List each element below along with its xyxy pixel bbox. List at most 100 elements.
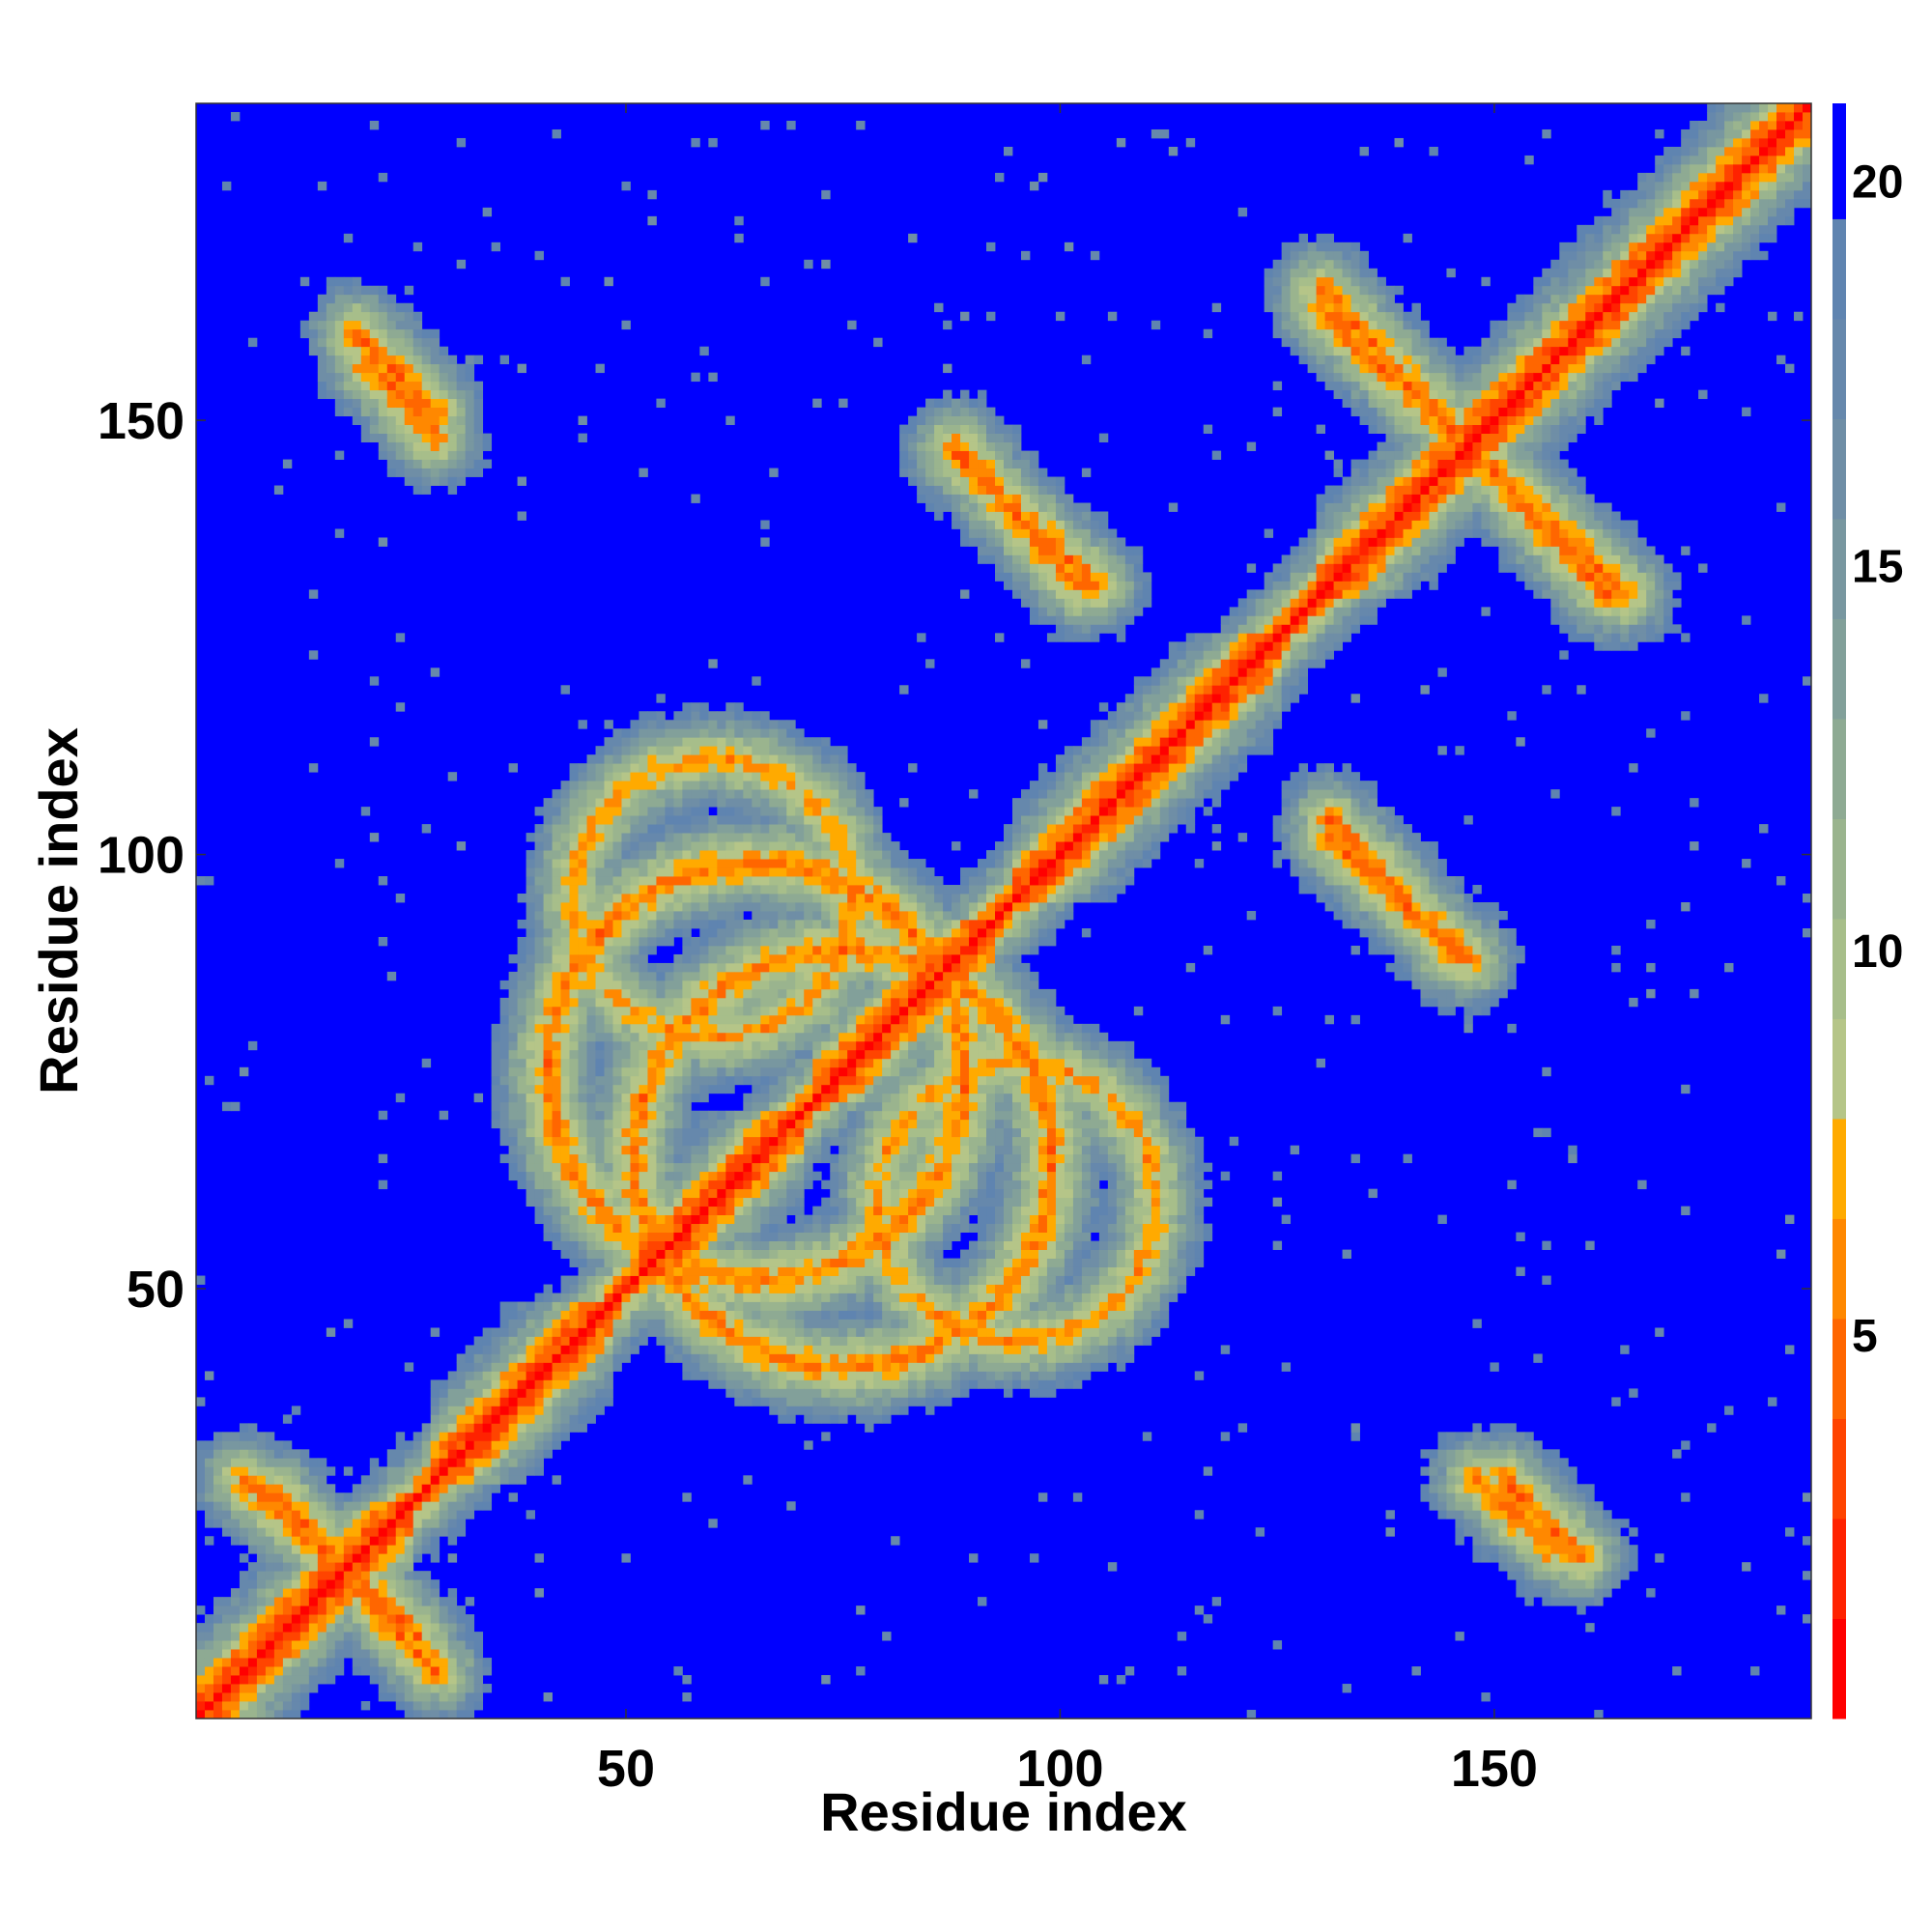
- heatmap-cell: [795, 1397, 805, 1406]
- heatmap-cell: [604, 815, 613, 825]
- heatmap-cell: [752, 1162, 761, 1173]
- heatmap-cell: [812, 1293, 822, 1302]
- heatmap-cell: [778, 781, 787, 790]
- heatmap-cell: [647, 911, 657, 921]
- heatmap-cell: [213, 1449, 223, 1459]
- heatmap-cell: [830, 953, 839, 964]
- heatmap-cell: [265, 1492, 275, 1502]
- heatmap-cell: [578, 1032, 587, 1042]
- heatmap-cell: [552, 988, 561, 999]
- heatmap-cell: [769, 781, 779, 790]
- heatmap-cell: [708, 754, 718, 764]
- heatmap-cell: [682, 988, 692, 999]
- heatmap-cell: [473, 1093, 484, 1103]
- heatmap-cell: [621, 859, 631, 868]
- heatmap-cell: [517, 476, 526, 486]
- heatmap-cell: [865, 988, 874, 999]
- heatmap-cell: [665, 1127, 674, 1138]
- heatmap-cell: [482, 1666, 493, 1676]
- heatmap-cell: [856, 772, 866, 781]
- heatmap-cell: [569, 1023, 579, 1034]
- heatmap-cell: [578, 971, 587, 981]
- heatmap-cell: [725, 1388, 735, 1398]
- heatmap-cell: [204, 1710, 214, 1719]
- heatmap-cell: [899, 894, 909, 903]
- heatmap-cell: [769, 1388, 779, 1398]
- heatmap-cell: [821, 815, 831, 825]
- heatmap-cell: [743, 1101, 753, 1112]
- heatmap-cell: [725, 1075, 735, 1086]
- heatmap-cell: [465, 1684, 475, 1693]
- heatmap-cell: [873, 1284, 883, 1293]
- heatmap-cell: [526, 936, 535, 947]
- heatmap-cell: [752, 1310, 761, 1320]
- heatmap-cell: [752, 1153, 761, 1164]
- heatmap-cell: [543, 1336, 553, 1346]
- heatmap-cell: [439, 1492, 449, 1502]
- heatmap-cell: [830, 1353, 839, 1363]
- heatmap-cell: [899, 1075, 909, 1086]
- heatmap-cell: [682, 1223, 692, 1233]
- heatmap-cell: [873, 945, 883, 955]
- heatmap-cell: [447, 1632, 458, 1641]
- heatmap-cell: [352, 1640, 362, 1650]
- heatmap-cell: [465, 450, 475, 460]
- heatmap-cell: [734, 1214, 744, 1225]
- heatmap-cell: [865, 1153, 874, 1164]
- heatmap-cell: [865, 1145, 874, 1155]
- heatmap-cell: [682, 997, 692, 1008]
- heatmap-cell: [343, 1579, 354, 1589]
- heatmap-cell: [778, 1040, 787, 1051]
- heatmap-cell: [725, 1110, 735, 1121]
- heatmap-cell: [430, 1379, 440, 1389]
- heatmap-cell: [639, 1058, 648, 1068]
- heatmap-cell: [734, 1014, 744, 1025]
- heatmap-cell: [491, 1362, 501, 1372]
- heatmap-cell: [795, 988, 805, 999]
- heatmap-cell: [786, 911, 796, 921]
- heatmap-cell: [717, 824, 726, 834]
- heatmap-cell: [673, 927, 683, 938]
- heatmap-cell: [812, 772, 822, 781]
- heatmap-cell: [412, 1466, 423, 1476]
- heatmap-cell: [230, 1623, 241, 1633]
- heatmap-cell: [682, 1353, 692, 1363]
- heatmap-cell: [439, 372, 449, 383]
- heatmap-cell: [526, 1301, 535, 1311]
- heatmap-cell: [578, 772, 587, 781]
- heatmap-cell: [430, 1432, 440, 1441]
- heatmap-cell: [491, 1440, 501, 1450]
- heatmap-cell: [899, 1084, 909, 1094]
- heatmap-cell: [543, 980, 553, 990]
- heatmap-cell: [752, 876, 761, 886]
- heatmap-cell: [699, 1327, 709, 1337]
- heatmap-cell: [856, 1345, 866, 1354]
- heatmap-cell: [812, 763, 822, 773]
- heatmap-cell: [447, 1666, 458, 1676]
- heatmap-cell: [543, 833, 553, 842]
- heatmap-cell: [334, 1640, 345, 1650]
- heatmap-cell: [786, 1066, 796, 1077]
- heatmap-cell: [317, 1675, 327, 1685]
- heatmap-cell: [595, 1258, 605, 1267]
- heatmap-cell: [804, 953, 813, 964]
- heatmap-cell: [343, 1649, 354, 1659]
- heatmap-cell: [421, 1579, 432, 1589]
- heatmap-cell: [786, 1293, 796, 1302]
- heatmap-cell: [682, 737, 692, 747]
- heatmap-cell: [430, 1579, 440, 1589]
- heatmap-cell: [543, 1023, 553, 1034]
- heatmap-cell: [239, 1519, 249, 1528]
- heatmap-cell: [273, 1510, 284, 1520]
- heatmap-cell: [795, 1023, 805, 1034]
- heatmap-cell: [612, 1179, 622, 1190]
- heatmap-cell: [395, 1562, 406, 1572]
- heatmap-cell: [673, 824, 683, 834]
- heatmap-cell: [482, 1492, 493, 1502]
- heatmap-cell: [456, 398, 467, 409]
- heatmap-cell: [526, 1458, 535, 1467]
- heatmap-cell: [647, 1327, 657, 1337]
- heatmap-cell: [334, 346, 345, 356]
- heatmap-cell: [604, 1023, 613, 1034]
- heatmap-cell: [786, 1301, 796, 1311]
